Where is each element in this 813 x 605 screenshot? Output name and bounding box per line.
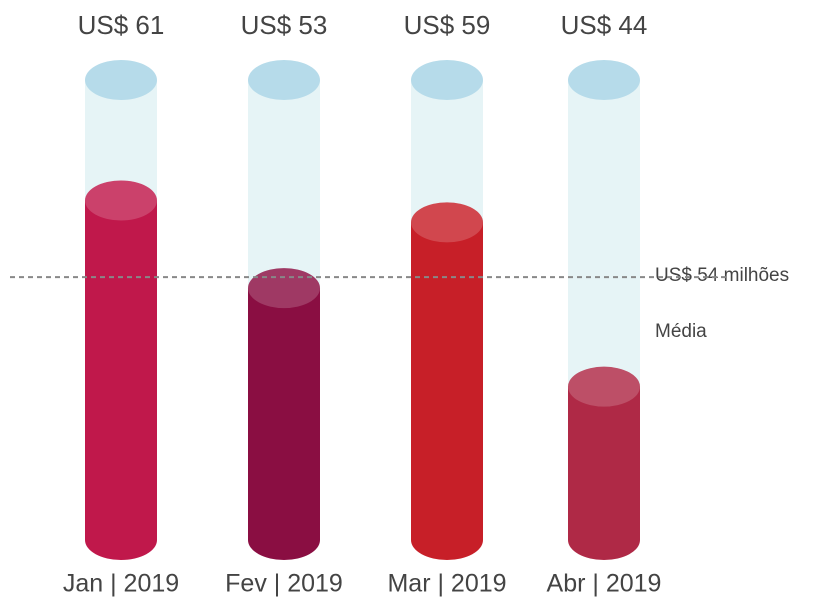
value-label: US$ 44 [561,10,648,40]
fill [85,200,157,540]
fill-top-shade [411,202,483,243]
category-label: Jan | 2019 [63,570,179,598]
fill [411,222,483,540]
fill-top-shade [248,268,320,309]
category-label: Abr | 2019 [547,570,662,598]
value-label: US$ 59 [404,10,491,40]
average-caption: Média [655,321,707,342]
average-label: US$ 54 milhões [655,265,789,286]
tube-top [85,60,157,100]
fill-top [85,180,157,221]
value-label: US$ 53 [241,10,328,40]
fill-top [568,366,640,407]
value-label: US$ 61 [78,10,165,40]
tube-top [568,60,640,100]
category-label: Fev | 2019 [225,570,343,598]
fill-top-shade [568,366,640,407]
fill-top [411,202,483,243]
fill [568,386,640,540]
fill-top-shade [85,180,157,221]
tube-top [248,60,320,100]
fill [248,288,320,540]
tube-top [411,60,483,100]
category-label: Mar | 2019 [387,570,506,598]
